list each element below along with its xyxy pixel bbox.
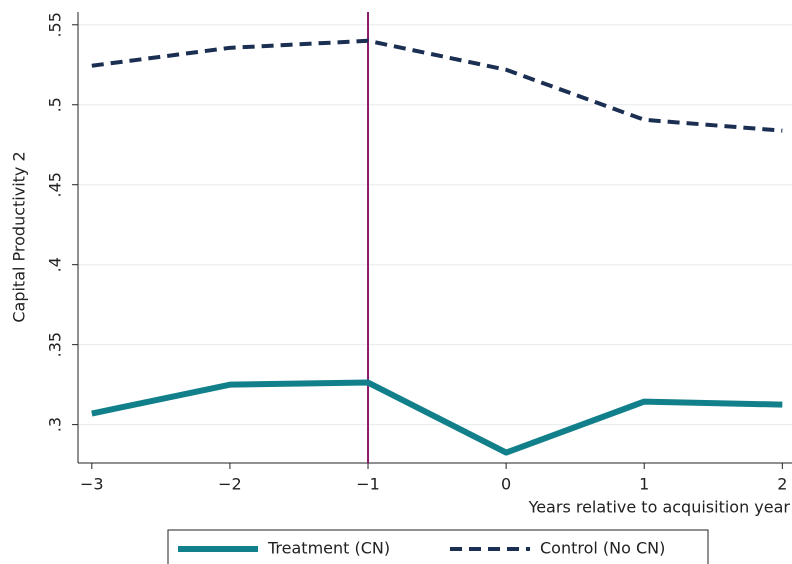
legend-label: Treatment (CN) [267,539,390,558]
y-tick-label: .55 [46,12,65,37]
y-axis-label: Capital Productivity 2 [10,151,29,322]
y-tick-label: .4 [46,257,65,272]
x-axis-label: Years relative to acquisition year [528,498,791,517]
x-tick-label: −2 [218,475,242,494]
y-tick-label: .45 [46,172,65,197]
legend-label: Control (No CN) [540,539,665,558]
x-tick-label: 2 [777,475,787,494]
y-tick-label: .35 [46,332,65,357]
x-tick-label: −1 [356,475,380,494]
x-tick-label: −3 [80,475,104,494]
y-tick-label: .3 [46,417,65,432]
series-line [91,379,783,456]
x-tick-label: 1 [639,475,649,494]
series-line [91,38,783,133]
x-tick-label: 0 [501,475,511,494]
y-tick-label: .5 [46,97,65,112]
